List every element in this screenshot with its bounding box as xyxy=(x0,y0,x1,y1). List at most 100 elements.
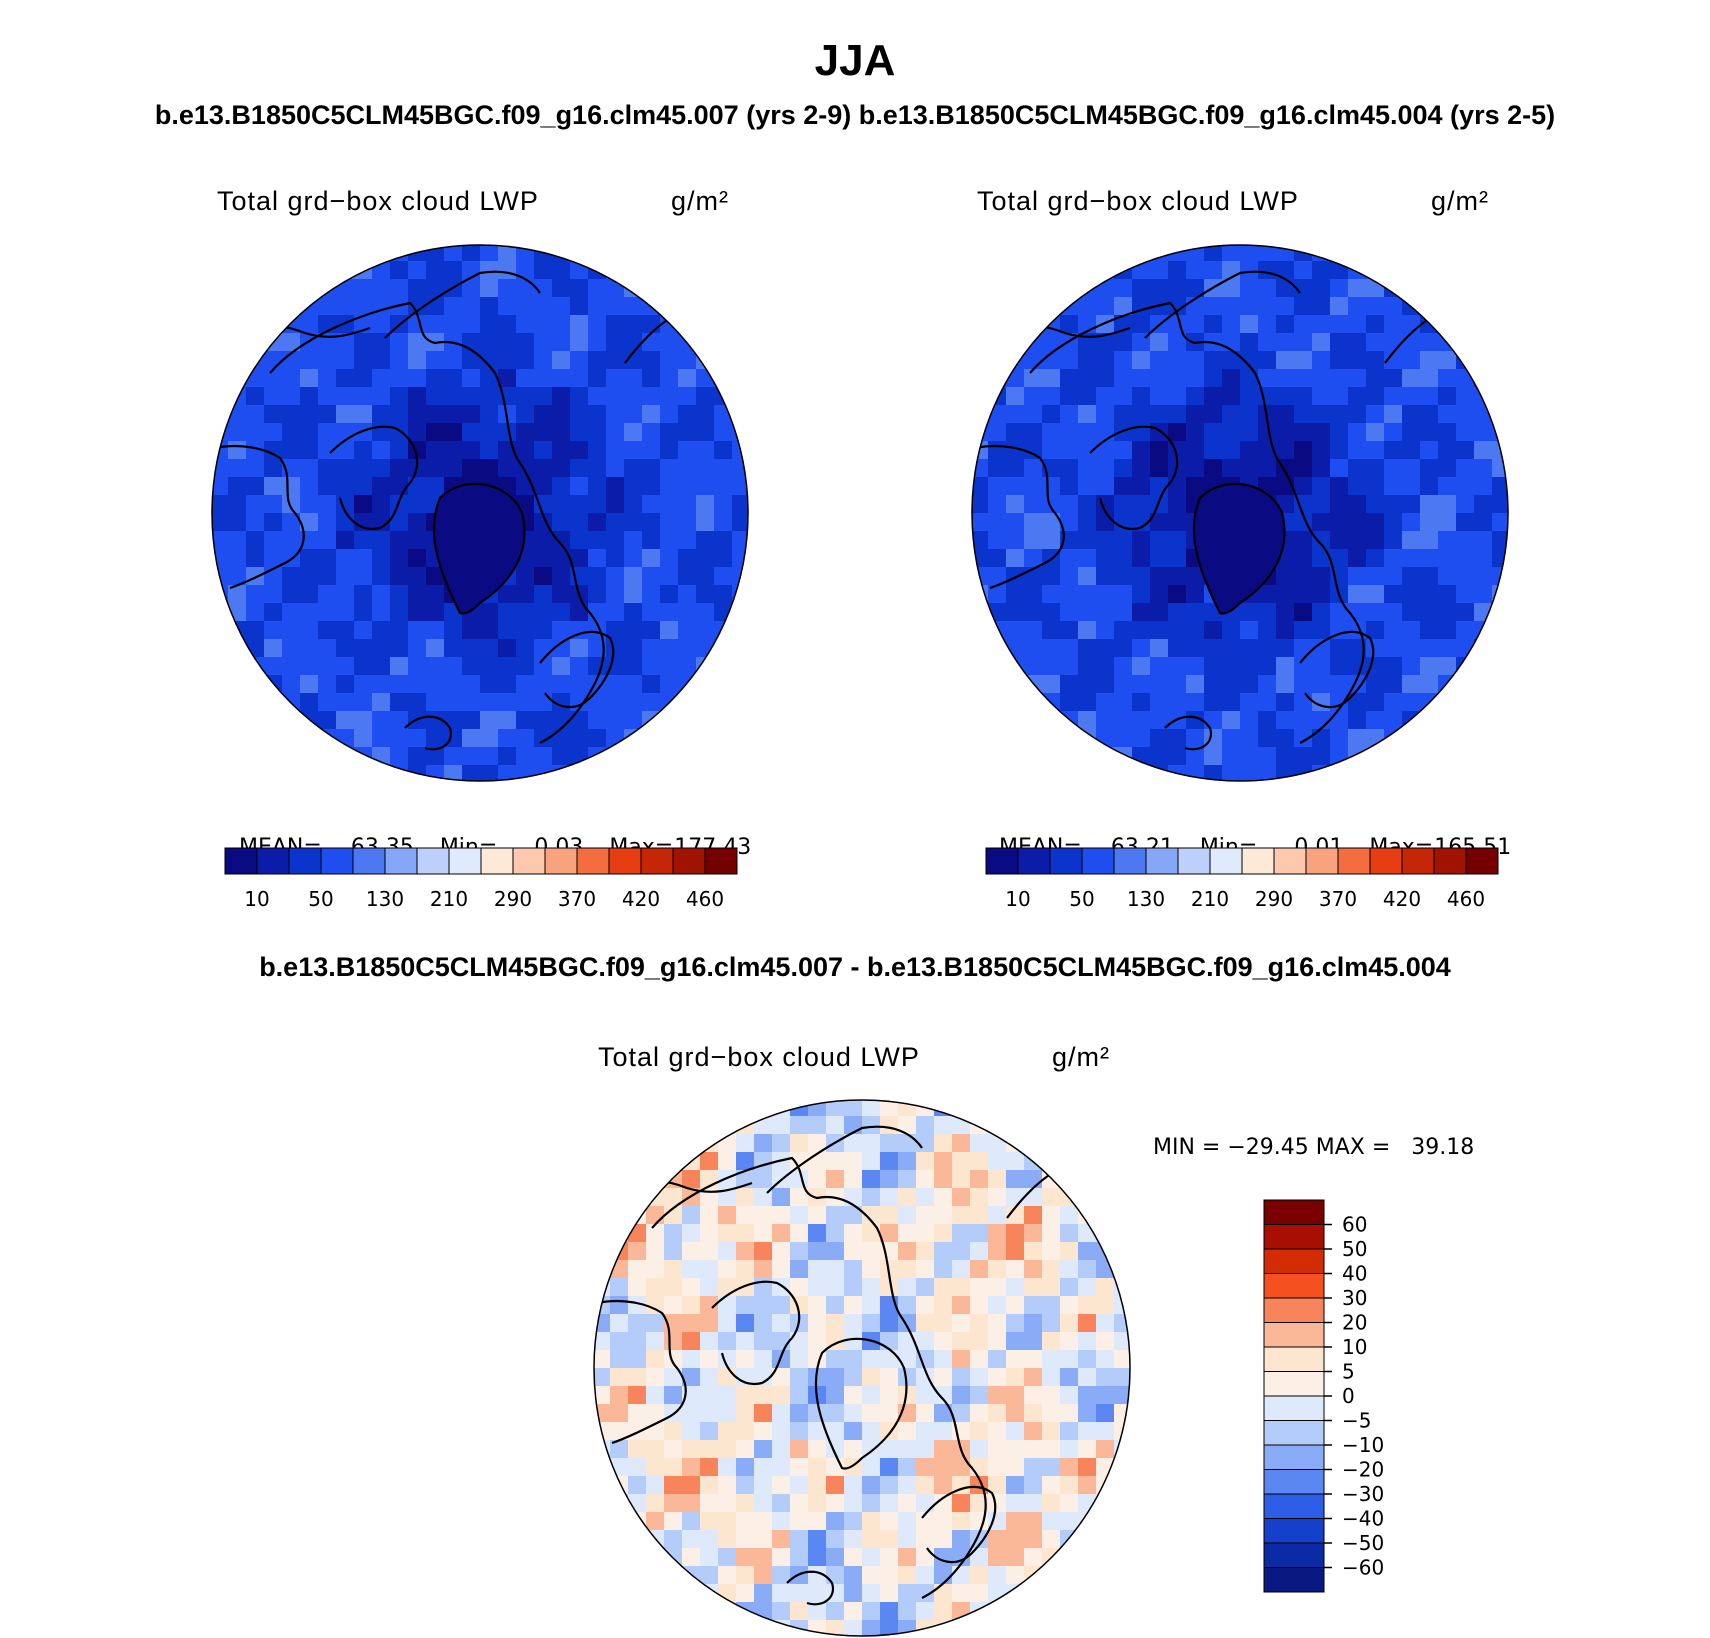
colorbar-swatch xyxy=(448,847,482,875)
map-boundary xyxy=(971,244,1509,782)
panel2-colorbar: 10 50 130 210 290 370 420 460 xyxy=(985,847,1499,911)
diff-colorbar-label: −50 xyxy=(1342,1531,1384,1555)
colorbar-swatch xyxy=(608,847,642,875)
diff-colorbar-swatch xyxy=(1263,1248,1325,1274)
colorbar-swatch xyxy=(224,847,258,875)
colorbar-swatch xyxy=(1049,847,1083,875)
colorbar-label: 10 xyxy=(244,887,269,911)
diff-colorbar-swatch xyxy=(1263,1371,1325,1397)
diff-colorbar-label: 0 xyxy=(1342,1384,1355,1408)
diff-colorbar-label: −60 xyxy=(1342,1556,1384,1580)
colorbar-label: 50 xyxy=(308,887,333,911)
colorbar-label: 420 xyxy=(1383,887,1421,911)
map-shading xyxy=(594,1100,1130,1636)
colorbar-swatch xyxy=(416,847,450,875)
map-boundary xyxy=(211,244,749,782)
diff-colorbar-swatch xyxy=(1263,1224,1325,1250)
colorbar-label: 460 xyxy=(686,887,724,911)
colorbar-swatch xyxy=(256,847,290,875)
colorbar-swatch xyxy=(288,847,322,875)
diff-colorbar-swatch xyxy=(1263,1199,1325,1225)
diff-colorbar-swatch xyxy=(1263,1542,1325,1568)
panel1-units: g/m² xyxy=(671,186,729,216)
colorbar-label: 290 xyxy=(1255,887,1293,911)
colorbar-swatch xyxy=(1177,847,1211,875)
diff-colorbar-label: −10 xyxy=(1342,1433,1384,1457)
colorbar-swatch xyxy=(1209,847,1243,875)
diff-colorbar-label: 50 xyxy=(1342,1237,1367,1261)
diff-minmax: MIN = −29.45 MAX = 39.18 xyxy=(1153,1135,1475,1160)
colorbar-swatch xyxy=(320,847,354,875)
colorbar-swatch xyxy=(985,847,1019,875)
diff-colorbar-label: 60 xyxy=(1342,1213,1367,1237)
colorbar-swatch xyxy=(1081,847,1115,875)
diff-colorbar-swatch xyxy=(1263,1297,1325,1323)
colorbar-swatch xyxy=(384,847,418,875)
diff-colorbar-swatch xyxy=(1263,1493,1325,1519)
panel1-variable: Total grd−box cloud LWP xyxy=(217,186,539,216)
diff-variable: Total grd−box cloud LWP xyxy=(598,1042,920,1072)
colorbar-swatch xyxy=(1433,847,1467,875)
case-names: b.e13.B1850C5CLM45BGC.f09_g16.clm45.007 … xyxy=(154,100,1556,130)
colorbar-swatch xyxy=(1337,847,1371,875)
colorbar-swatch xyxy=(576,847,610,875)
colorbar-label: 460 xyxy=(1447,887,1485,911)
diff-colorbar-label: 20 xyxy=(1342,1311,1367,1335)
colorbar-swatch xyxy=(1465,847,1499,875)
colorbar-swatch xyxy=(704,847,738,875)
colorbar-label: 370 xyxy=(558,887,596,911)
diff-polar-map xyxy=(593,1099,1131,1637)
colorbar-label: 50 xyxy=(1069,887,1094,911)
diff-colorbar-swatch xyxy=(1263,1518,1325,1544)
diff-colorbar-label: 10 xyxy=(1342,1335,1367,1359)
diff-colorbar-swatch xyxy=(1263,1469,1325,1495)
panel2-variable: Total grd−box cloud LWP xyxy=(977,186,1299,216)
colorbar-label: 290 xyxy=(494,887,532,911)
diff-colorbar-label: 30 xyxy=(1342,1286,1367,1310)
colorbar-label: 370 xyxy=(1319,887,1357,911)
diff-colorbar-label: −5 xyxy=(1342,1409,1371,1433)
diff-colorbar-swatch xyxy=(1263,1395,1325,1421)
colorbar-label: 210 xyxy=(1191,887,1229,911)
panel2-units: g/m² xyxy=(1431,186,1489,216)
diff-colorbar-label: −40 xyxy=(1342,1507,1384,1531)
colorbar-label: 420 xyxy=(622,887,660,911)
diff-colorbar-label: 40 xyxy=(1342,1262,1367,1286)
colorbar-swatch xyxy=(352,847,386,875)
colorbar-swatch xyxy=(1401,847,1435,875)
colorbar-swatch xyxy=(1145,847,1179,875)
panel2-polar-map xyxy=(971,244,1509,782)
colorbar-swatch xyxy=(512,847,546,875)
diff-colorbar-label: −20 xyxy=(1342,1458,1384,1482)
colorbar-label: 130 xyxy=(1127,887,1165,911)
colorbar-swatch xyxy=(1369,847,1403,875)
colorbar-swatch xyxy=(1113,847,1147,875)
diff-colorbar-label: −30 xyxy=(1342,1482,1384,1506)
colorbar-label: 130 xyxy=(366,887,404,911)
colorbar-swatch xyxy=(1017,847,1051,875)
colorbar-swatch xyxy=(672,847,706,875)
colorbar-swatch xyxy=(1273,847,1307,875)
coastlines xyxy=(596,1125,1053,1606)
colorbar-swatch xyxy=(640,847,674,875)
colorbar-swatch xyxy=(480,847,514,875)
colorbar-swatch xyxy=(1241,847,1275,875)
colorbar-label: 210 xyxy=(430,887,468,911)
diff-units: g/m² xyxy=(1052,1042,1110,1072)
diff-colorbar-swatch xyxy=(1263,1322,1325,1348)
colorbar-swatch xyxy=(1305,847,1339,875)
diff-colorbar-swatch xyxy=(1263,1273,1325,1299)
diff-title: b.e13.B1850C5CLM45BGC.f09_g16.clm45.007 … xyxy=(259,952,1451,982)
diff-colorbar-swatch xyxy=(1263,1567,1325,1593)
panel1-polar-map xyxy=(211,244,749,782)
page-title: JJA xyxy=(814,36,896,85)
colorbar-label: 10 xyxy=(1005,887,1030,911)
diff-colorbar-swatch xyxy=(1263,1346,1325,1372)
diff-colorbar-swatch xyxy=(1263,1444,1325,1470)
panel1-colorbar: 10 50 130 210 290 370 420 460 xyxy=(224,847,738,911)
coastlines xyxy=(214,270,671,751)
colorbar-swatch xyxy=(544,847,578,875)
diff-colorbar-swatch xyxy=(1263,1420,1325,1446)
diff-colorbar-label: 5 xyxy=(1342,1360,1355,1384)
